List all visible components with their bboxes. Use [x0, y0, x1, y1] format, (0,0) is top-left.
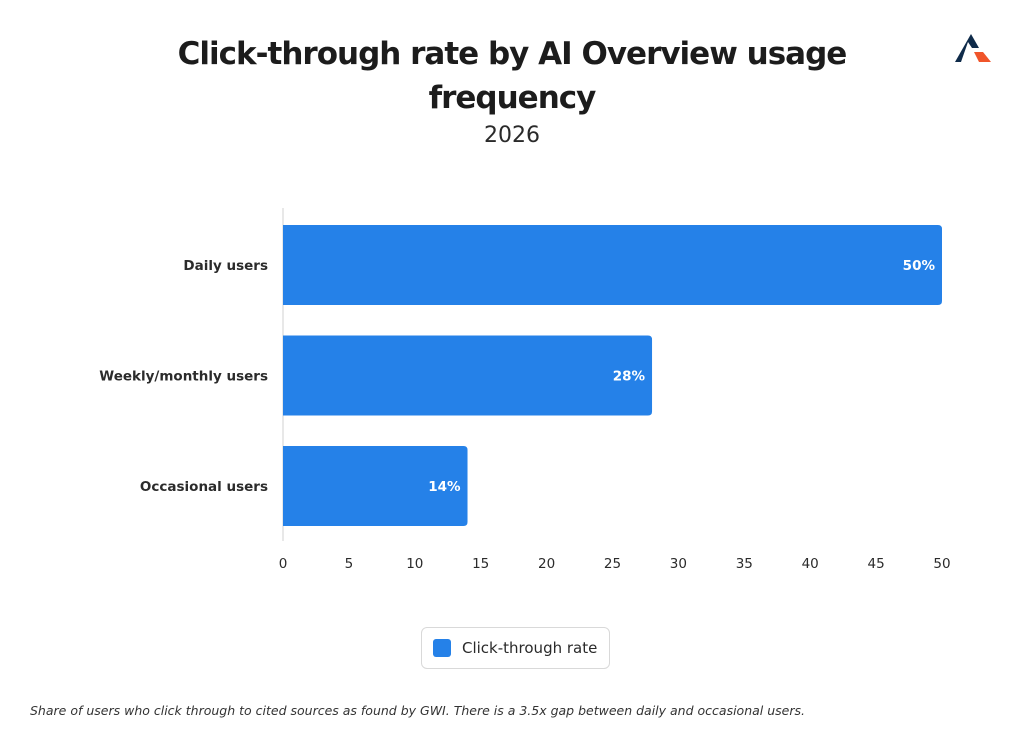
category-label: Daily users — [183, 258, 268, 274]
x-tick-label: 0 — [279, 556, 288, 572]
data-label: 50% — [903, 258, 936, 274]
x-tick-label: 5 — [345, 556, 354, 572]
data-label: 14% — [428, 479, 461, 495]
bar — [283, 446, 468, 526]
x-tick-label: 35 — [736, 556, 753, 572]
x-tick-label: 25 — [604, 556, 621, 572]
chart-footnote: Share of users who click through to cite… — [30, 703, 805, 718]
x-tick-label: 50 — [933, 556, 950, 572]
x-tick-label: 40 — [802, 556, 819, 572]
category-label: Weekly/monthly users — [99, 369, 268, 385]
chart-legend: Click-through rate — [421, 627, 611, 669]
category-label: Occasional users — [140, 479, 268, 495]
chart-title: Click-through rate by AI Overview usage … — [177, 36, 848, 116]
bar-chart: Daily users 50% Weekly/monthly users 28% Occ… — [99, 208, 951, 572]
brand-logo-icon — [955, 34, 991, 62]
data-label: 28% — [613, 369, 646, 385]
legend-swatch — [433, 639, 451, 657]
x-tick-label: 30 — [670, 556, 687, 572]
x-tick-label: 20 — [538, 556, 555, 572]
x-tick-label: 15 — [472, 556, 489, 572]
bar — [283, 225, 942, 305]
chart-subtitle: 2026 — [484, 123, 540, 148]
bar — [283, 335, 653, 416]
x-tick-label: 10 — [406, 556, 423, 572]
legend-label: Click-through rate — [462, 639, 598, 657]
x-tick-label: 45 — [868, 556, 885, 572]
